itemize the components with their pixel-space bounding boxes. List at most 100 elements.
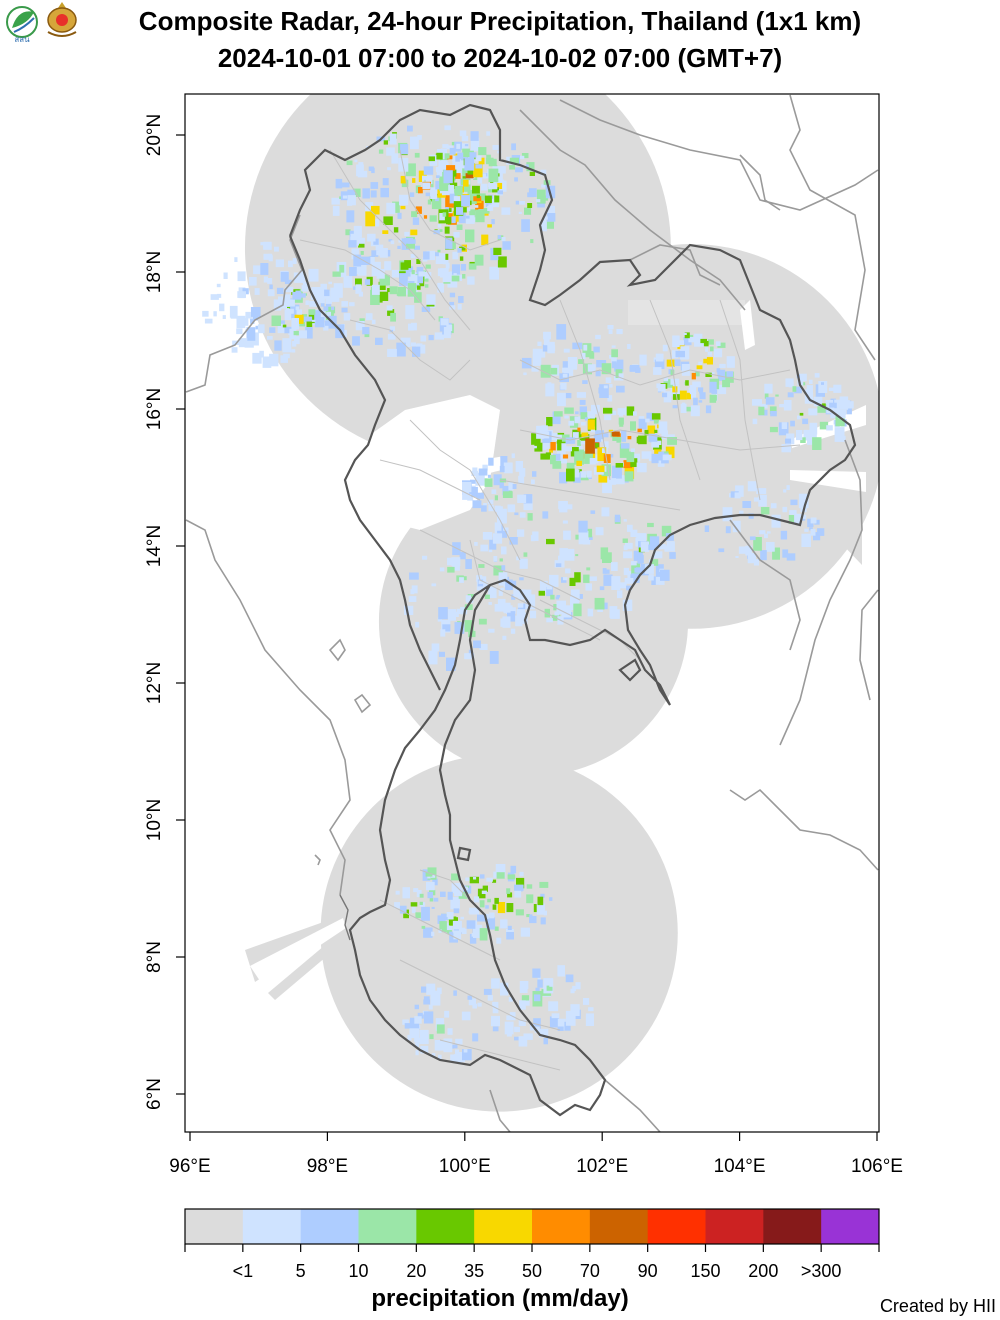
precip-cell [467,995,473,1000]
precip-cell [572,342,583,350]
precip-cell [529,914,533,918]
precip-cell [638,435,647,445]
precip-cell [543,331,551,340]
precip-cell [280,355,288,363]
precip-cell [469,876,479,884]
precip-cell [711,372,715,376]
precip-cell [494,505,501,513]
precip-cell [404,1023,411,1029]
precip-cell [583,998,590,1005]
precip-cell [496,182,503,191]
precip-cell [349,302,355,307]
precip-cell [683,337,692,346]
precip-cell [263,253,273,260]
precip-cell [441,160,448,169]
precip-cell [502,485,511,496]
precip-cell [483,988,492,995]
precip-cell [285,286,294,293]
precip-cell [619,443,630,458]
precip-cell [514,177,518,182]
precip-cell [685,406,693,412]
precip-cell [468,263,477,270]
precip-cell [550,367,558,375]
coverage-gaps [250,300,866,984]
precip-cell [419,1029,429,1045]
precip-cell [277,323,285,334]
precip-cell [574,416,581,424]
colorbar-swatch [589,1209,649,1244]
precip-cell [488,504,494,512]
precip-cell [253,265,261,275]
precip-cell [343,275,353,288]
x-tick-label: 100°E [439,1156,491,1177]
precip-cell [610,609,620,619]
precip-cell [524,207,532,215]
precip-cell [342,195,348,199]
y-tick-label: 16°N [144,388,165,430]
precip-cell [726,371,734,377]
precip-cell [462,488,470,500]
precip-cell [454,186,463,196]
precip-cell [371,205,380,215]
precip-cell [722,379,730,388]
colorbar-label: 5 [296,1261,306,1281]
precip-cell [630,529,638,537]
precip-cell [390,240,395,245]
precip-cell [431,643,440,651]
precip-cell [651,441,660,448]
prov-n4 [349,319,471,381]
prov-s3 [439,1039,561,1071]
precip-cell [389,326,395,331]
precip-cell [546,213,556,222]
x-tick-label: 96°E [169,1156,210,1177]
precip-cell [590,510,596,514]
precip-cell [236,328,243,335]
precip-cell [305,327,313,339]
precip-cell [365,313,373,321]
precip-cell [723,371,734,383]
precip-cell [514,512,519,516]
precip-cell [483,503,487,507]
precip-cell [662,454,672,461]
precip-cell [424,284,429,288]
precip-cell [479,928,488,941]
precip-cell [468,649,473,654]
province-boundaries [299,149,801,1071]
coast-andaman [339,894,351,941]
precip-cell [243,317,249,326]
precip-cell [477,914,486,922]
precip-cell [437,249,441,253]
precip-cell [382,230,389,234]
precip-cell [639,354,647,366]
precip-cell [553,453,561,461]
precip-cell [325,297,332,304]
precip-cell [493,556,498,562]
precip-cell [463,1049,468,1053]
precip-cell [839,396,849,410]
precip-cell [399,194,409,206]
precip-cell [489,651,499,664]
precip-cell [436,169,446,179]
precip-cell [478,618,487,625]
precip-cell [442,144,449,148]
precip-cell [802,418,809,425]
precip-cell [813,396,823,407]
precip-cell [378,149,384,154]
precip-cell [453,232,460,238]
precip-cell [446,912,454,920]
precip-cell [455,1038,463,1045]
precip-cell [570,988,575,994]
precip-cell [532,968,541,978]
precip-cell [341,301,349,307]
precip-cell [414,1004,419,1010]
precip-cell [437,987,442,995]
precip-cell [801,533,811,547]
precip-cell [618,373,624,381]
precip-cell [654,449,662,458]
precip-cell [449,301,455,306]
precip-cell [542,216,548,220]
precip-cell [534,442,543,452]
precip-cell [260,242,264,246]
precip-cell [608,429,613,433]
precip-cell [306,321,313,329]
